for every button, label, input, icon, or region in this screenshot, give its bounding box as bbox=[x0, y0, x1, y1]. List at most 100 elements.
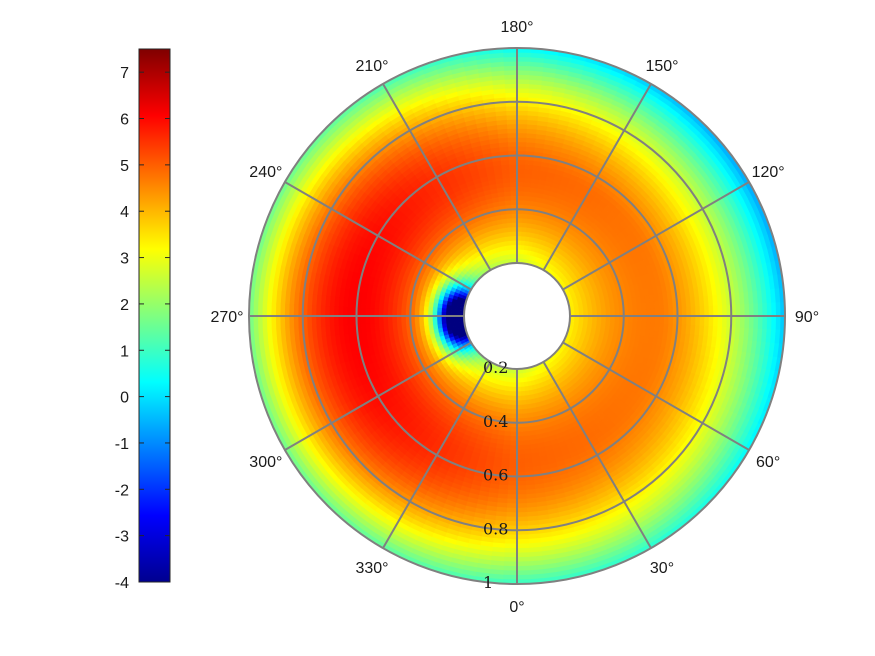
heatmap-cell bbox=[699, 398, 710, 412]
heatmap-cell bbox=[571, 454, 582, 463]
heatmap-cell bbox=[517, 409, 523, 415]
heatmap-cell bbox=[678, 109, 694, 124]
heatmap-cell bbox=[662, 291, 669, 301]
heatmap-cell bbox=[408, 190, 419, 201]
heatmap-cell bbox=[283, 241, 292, 257]
heatmap-cell bbox=[536, 437, 545, 444]
heatmap-cell bbox=[720, 370, 730, 384]
colorbar-tick-label: 1 bbox=[120, 343, 129, 360]
heatmap-cell bbox=[771, 244, 780, 262]
heatmap-cell bbox=[703, 190, 715, 205]
heatmap-cell bbox=[717, 314, 723, 327]
heatmap-cell bbox=[278, 212, 289, 228]
heatmap-cell bbox=[488, 61, 504, 68]
heatmap-cell bbox=[573, 321, 580, 326]
heatmap-cell bbox=[620, 150, 633, 161]
heatmap-cell bbox=[313, 251, 322, 265]
heatmap-cell bbox=[320, 401, 331, 415]
heatmap-cell bbox=[490, 192, 499, 199]
heatmap-cell bbox=[696, 385, 706, 398]
heatmap-cell bbox=[721, 303, 728, 316]
heatmap-cell bbox=[574, 90, 589, 100]
heatmap-cell bbox=[752, 326, 759, 342]
heatmap-cell bbox=[703, 175, 716, 190]
heatmap-cell bbox=[597, 199, 607, 209]
heatmap-cell bbox=[342, 180, 354, 194]
heatmap-cell bbox=[348, 422, 359, 436]
heatmap-cell bbox=[458, 336, 465, 342]
heatmap-cell bbox=[336, 226, 347, 240]
heatmap-cell bbox=[414, 185, 426, 196]
heatmap-cell bbox=[702, 263, 710, 277]
heatmap-cell bbox=[372, 418, 383, 430]
heatmap-cell bbox=[508, 173, 517, 179]
heatmap-cell bbox=[689, 118, 704, 133]
heatmap-cell bbox=[615, 116, 629, 127]
heatmap-cell bbox=[270, 208, 281, 225]
heatmap-cell bbox=[375, 152, 388, 165]
heatmap-cell bbox=[464, 73, 480, 81]
heatmap-cell bbox=[371, 203, 382, 215]
heatmap-cell bbox=[582, 304, 588, 310]
heatmap-cell bbox=[370, 190, 382, 202]
heatmap-cell bbox=[360, 94, 376, 108]
heatmap-cell bbox=[560, 194, 570, 203]
heatmap-cell bbox=[590, 298, 597, 305]
heatmap-cell bbox=[569, 473, 581, 482]
heatmap-cell bbox=[752, 289, 759, 304]
heatmap-cell bbox=[295, 232, 305, 247]
heatmap-cell bbox=[621, 491, 636, 502]
heatmap-cell bbox=[349, 157, 363, 171]
heatmap-cell bbox=[525, 399, 532, 405]
heatmap-cell bbox=[411, 194, 422, 205]
heatmap-cell bbox=[573, 255, 580, 263]
heatmap-cell bbox=[380, 264, 389, 275]
heatmap-cell bbox=[421, 98, 436, 109]
heatmap-cell bbox=[459, 318, 465, 323]
heatmap-cell bbox=[665, 145, 679, 159]
heatmap-cell bbox=[515, 141, 527, 147]
heatmap-cell bbox=[668, 306, 674, 316]
heatmap-cell bbox=[339, 259, 348, 271]
heatmap-cell bbox=[371, 109, 386, 122]
heatmap-cell bbox=[628, 502, 643, 514]
colorbar-tick-label: 3 bbox=[120, 251, 129, 268]
heatmap-cell bbox=[536, 500, 549, 508]
heatmap-cell bbox=[639, 223, 649, 234]
heatmap-cell bbox=[535, 401, 542, 408]
heatmap-cell bbox=[684, 473, 698, 487]
heatmap-cell bbox=[627, 431, 638, 443]
heatmap-cell bbox=[339, 334, 346, 346]
heatmap-cell bbox=[650, 492, 665, 505]
heatmap-cell bbox=[394, 122, 408, 134]
heatmap-cell bbox=[718, 164, 731, 180]
heatmap-cell bbox=[415, 331, 422, 338]
heatmap-cell bbox=[723, 207, 734, 222]
heatmap-cell bbox=[368, 362, 376, 373]
heatmap-cell bbox=[598, 292, 605, 299]
heatmap-cell bbox=[729, 231, 739, 246]
heatmap-cell bbox=[393, 354, 401, 364]
heatmap-cell bbox=[601, 119, 615, 130]
heatmap-cell bbox=[647, 246, 656, 257]
heatmap-cell bbox=[682, 510, 698, 525]
heatmap-cell bbox=[324, 151, 338, 166]
heatmap-cell bbox=[536, 238, 542, 245]
heatmap-cell bbox=[647, 227, 657, 238]
heatmap-cell bbox=[578, 262, 586, 270]
heatmap-cell bbox=[642, 257, 651, 267]
heatmap-cell bbox=[766, 314, 772, 330]
heatmap-cell bbox=[512, 231, 517, 237]
heatmap-cell bbox=[662, 452, 675, 465]
heatmap-cell bbox=[489, 188, 498, 195]
heatmap-cell bbox=[658, 259, 666, 270]
heatmap-cell bbox=[393, 220, 403, 231]
heatmap-cell bbox=[436, 316, 442, 321]
heatmap-cell bbox=[525, 254, 530, 260]
heatmap-cell bbox=[351, 124, 366, 138]
heatmap-cell bbox=[730, 458, 743, 474]
heatmap-cell bbox=[396, 231, 406, 242]
heatmap-cell bbox=[704, 456, 717, 471]
heatmap-cell bbox=[404, 228, 414, 239]
